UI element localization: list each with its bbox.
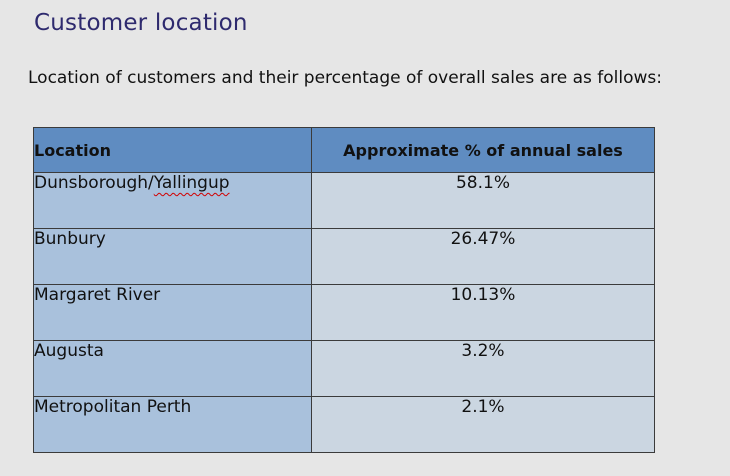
location-cell: Dunsborough/Yallingup	[33, 172, 312, 229]
intro-paragraph: Location of customers and their percenta…	[28, 68, 662, 88]
table-row: Augusta 3.2%	[33, 340, 655, 397]
location-cell: Augusta	[33, 340, 312, 397]
location-text: Dunsborough/	[34, 173, 154, 193]
table-header-row: Location Approximate % of annual sales	[33, 127, 655, 173]
column-header-percent-sales: Approximate % of annual sales	[311, 127, 655, 173]
table-row: Margaret River 10.13%	[33, 284, 655, 341]
spellcheck-flagged-word[interactable]: Yallingup	[153, 173, 230, 193]
page-title: Customer location	[34, 10, 248, 36]
location-cell: Metropolitan Perth	[33, 396, 312, 453]
table-row: Metropolitan Perth 2.1%	[33, 396, 655, 453]
location-cell: Bunbury	[33, 228, 312, 285]
percent-cell: 26.47%	[311, 228, 655, 285]
location-cell: Margaret River	[33, 284, 312, 341]
percent-cell: 58.1%	[311, 172, 655, 229]
customer-location-table: Location Approximate % of annual sales D…	[33, 127, 655, 453]
table-row: Bunbury 26.47%	[33, 228, 655, 285]
table-row: Dunsborough/Yallingup 58.1%	[33, 172, 655, 229]
percent-cell: 10.13%	[311, 284, 655, 341]
column-header-location: Location	[33, 127, 312, 173]
percent-cell: 2.1%	[311, 396, 655, 453]
percent-cell: 3.2%	[311, 340, 655, 397]
